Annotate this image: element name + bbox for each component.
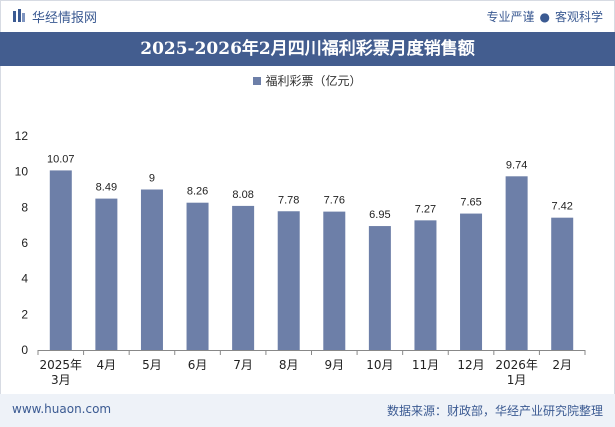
x-tick-label: 1月 [507,373,527,387]
bar [460,213,483,350]
x-tick-label: 7月 [233,358,253,372]
chart-legend: 福利彩票（亿元） [0,72,615,89]
y-tick-label: 12 [15,129,29,143]
bar [140,189,163,350]
x-tick-label: 9月 [324,358,344,372]
footer-site: www.huaon.com [12,402,112,416]
bar [232,205,255,350]
x-tick-label: 2025年 [40,358,83,372]
x-tick-label: 8月 [279,358,299,372]
bar [323,211,346,350]
data-label: 7.65 [460,197,481,209]
chart-title: 2025-2026年2月四川福利彩票月度销售额 [140,39,475,59]
footer-source: 数据来源：财政部，华经产业研究院整理 [386,404,603,418]
x-tick-label: 12月 [457,358,484,372]
bar [95,198,118,350]
data-label: 9.74 [506,159,527,171]
brand-name: 华经情报网 [32,11,98,26]
bar [49,170,72,350]
y-tick-label: 4 [21,272,28,286]
data-label: 10.07 [47,153,75,165]
data-label: 8.26 [187,186,208,198]
x-tick-label: 2026年 [495,358,538,372]
x-tick-label: 6月 [188,358,208,372]
bar [551,217,574,350]
x-tick-label: 3月 [51,373,71,387]
brand-logo-icon [13,9,25,22]
x-tick-label: 2月 [552,358,572,372]
legend-swatch [253,77,262,85]
bar [186,202,209,350]
data-label: 8.49 [96,182,117,194]
x-tick-label: 4月 [97,358,117,372]
data-label: 7.27 [415,203,436,215]
header-tags: 专业严谨 ● 客观科学 [486,8,603,25]
data-label: 6.95 [369,209,390,221]
data-label: 7.78 [278,194,299,206]
y-tick-label: 2 [21,307,28,321]
data-label: 9 [149,173,155,185]
data-label: 8.08 [232,189,253,201]
data-label: 7.76 [324,195,345,207]
header-separator: ● [539,10,550,24]
bar [505,176,528,350]
y-tick-label: 6 [21,236,28,250]
y-tick-label: 10 [15,165,29,179]
y-tick-label: 8 [21,200,28,214]
footer-bar [0,394,615,427]
x-tick-label: 11月 [412,358,439,372]
x-tick-label: 5月 [142,358,162,372]
legend-label: 福利彩票（亿元） [265,74,362,88]
bar [368,226,391,350]
y-tick-label: 0 [21,343,28,357]
header-tag-2: 客观科学 [554,10,603,24]
data-label: 7.42 [551,201,572,213]
top-bar: 华经情报网 专业严谨 ● 客观科学 [0,0,615,32]
x-tick-label: 10月 [366,358,393,372]
bar [414,220,437,350]
header-tag-1: 专业严谨 [486,10,535,24]
title-bar [0,32,615,66]
bar [277,211,300,350]
